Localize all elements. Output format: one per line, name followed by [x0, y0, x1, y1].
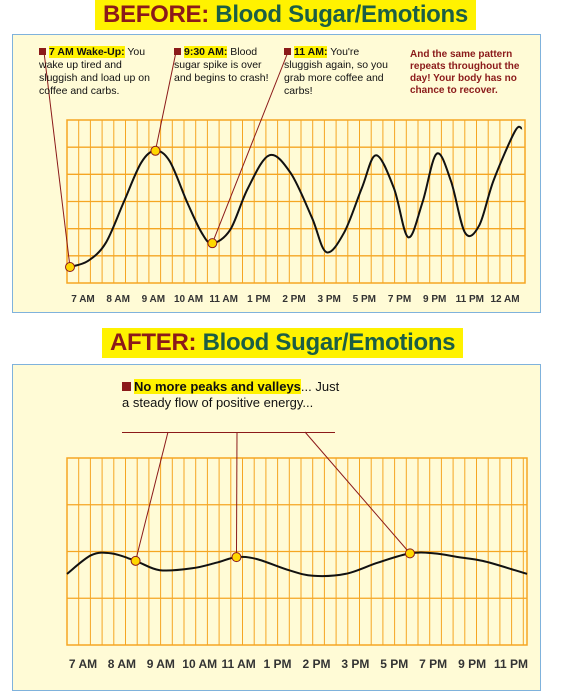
x-tick-label: 8 AM	[108, 657, 136, 671]
x-tick-label: 5 PM	[353, 294, 376, 305]
data-point-marker	[65, 262, 75, 273]
x-tick-label: 10 AM	[174, 294, 203, 305]
x-tick-label: 1 PM	[264, 657, 292, 671]
x-tick-label: 9 PM	[458, 657, 486, 671]
x-tick-label: 7 PM	[419, 657, 447, 671]
before-title-rest: Blood Sugar/Emotions	[215, 1, 468, 28]
x-tick-label: 5 PM	[380, 657, 408, 671]
before-title-key: BEFORE:	[103, 1, 209, 28]
x-tick-label: 3 PM	[341, 657, 369, 671]
x-tick-label: 7 AM	[69, 657, 97, 671]
note-wakeup-key: 7 AM Wake-Up:	[49, 46, 125, 58]
note-marker-square	[122, 382, 131, 391]
note-marker-square	[284, 48, 291, 55]
x-tick-label: 2 PM	[302, 657, 330, 671]
x-tick-label: 7 PM	[388, 294, 411, 305]
after-title-key: AFTER:	[110, 329, 197, 356]
callout-line	[135, 431, 169, 561]
callout-line	[211, 51, 289, 244]
note-11am-key: 11 AM:	[294, 46, 328, 58]
note-marker-square	[174, 48, 181, 55]
after-title-rest: Blood Sugar/Emotions	[202, 329, 456, 356]
note-summary: And the same pattern repeats throughout …	[410, 49, 520, 96]
after-note-key: No more peaks and valleys	[134, 379, 301, 394]
data-point-marker	[404, 548, 415, 559]
after-note-underline	[122, 432, 335, 433]
x-tick-label: 9 AM	[147, 657, 175, 671]
callout-line	[154, 51, 177, 151]
note-11am: 11 AM: You're sluggish again, so you gra…	[284, 46, 394, 98]
data-point-marker	[231, 552, 242, 563]
callout-line	[304, 431, 411, 554]
x-tick-label: 11 AM	[222, 657, 256, 671]
callout-line	[235, 431, 238, 558]
data-point-marker	[150, 145, 161, 156]
note-930-text: Blood sugar spike is over and begins to …	[174, 46, 269, 84]
x-tick-label: 7 AM	[71, 294, 95, 305]
after-note: No more peaks and valleys... Just a stea…	[122, 379, 342, 411]
x-tick-label: 9 PM	[423, 294, 446, 305]
x-tick-label: 3 PM	[317, 294, 340, 305]
note-930-key: 9:30 AM:	[184, 46, 228, 58]
x-tick-label: 10 AM	[182, 657, 217, 671]
x-tick-label: 2 PM	[282, 294, 305, 305]
before-title: BEFORE: Blood Sugar/Emotions	[95, 0, 476, 30]
note-wakeup-text: You wake up tired and sluggish and load …	[39, 46, 150, 97]
x-tick-label: 11 AM	[209, 294, 238, 305]
x-tick-label: 1 PM	[247, 294, 270, 305]
note-marker-square	[39, 48, 46, 55]
x-tick-label: 8 AM	[106, 294, 130, 305]
x-tick-label: 9 AM	[142, 294, 166, 305]
data-point-marker	[207, 238, 218, 249]
x-tick-label: 12 AM	[490, 294, 519, 305]
x-tick-label: 11 PM	[456, 294, 484, 305]
note-11am-text: You're sluggish again, so you grab more …	[284, 46, 388, 97]
note-930: 9:30 AM: Blood sugar spike is over and b…	[174, 46, 272, 85]
data-point-marker	[130, 555, 141, 566]
after-title: AFTER: Blood Sugar/Emotions	[102, 328, 464, 358]
x-tick-label: 11 PM	[494, 657, 528, 671]
callout-line	[43, 51, 71, 268]
note-wakeup: 7 AM Wake-Up: You wake up tired and slug…	[39, 46, 161, 98]
after-note-text: ... Just a steady flow of positive energ…	[122, 379, 340, 410]
